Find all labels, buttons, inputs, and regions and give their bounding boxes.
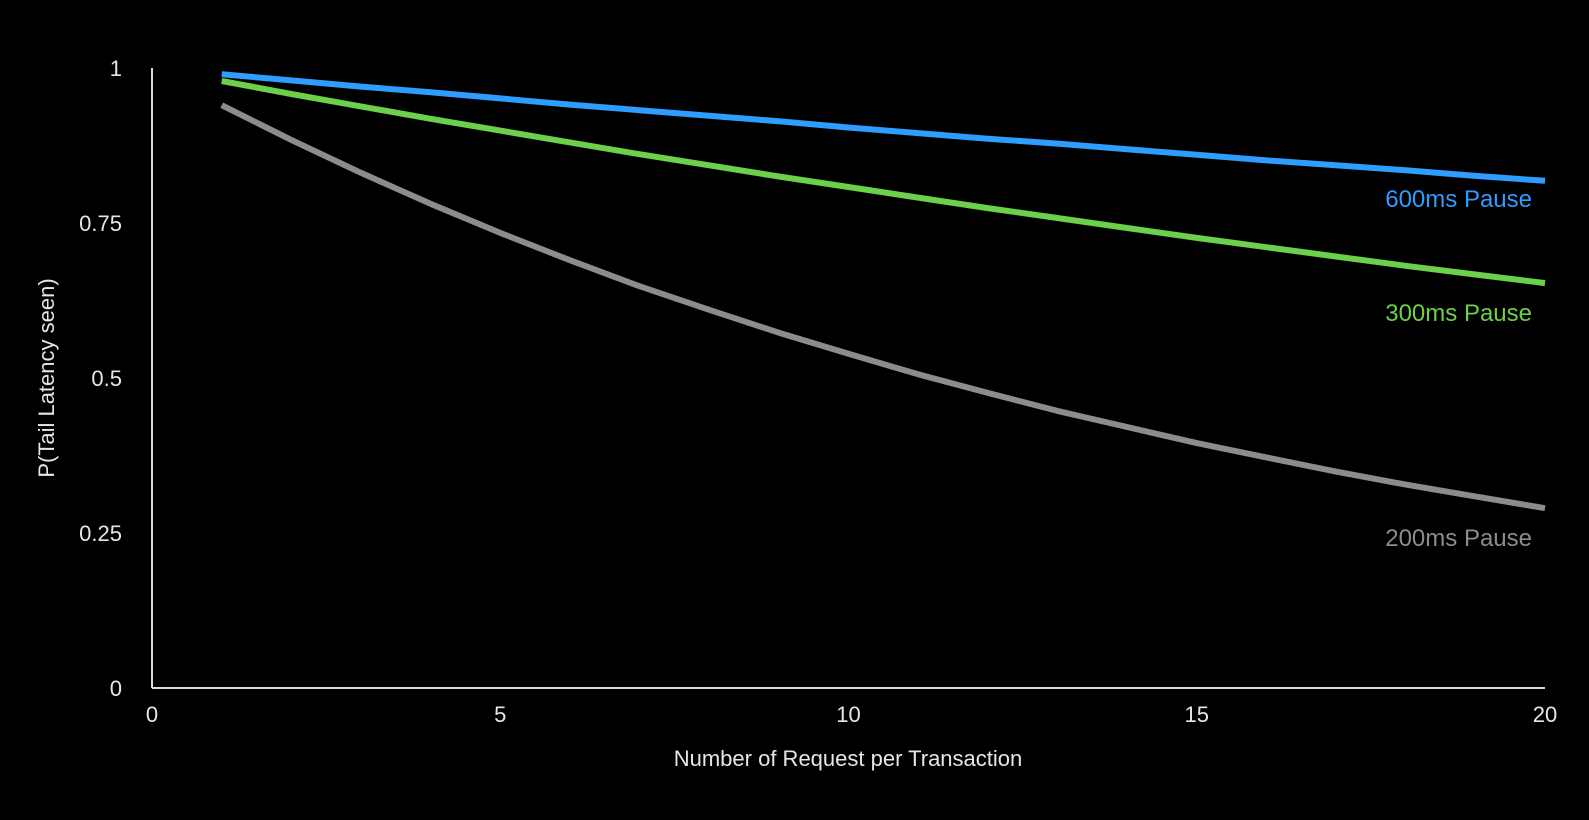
x-tick-label: 10 <box>836 702 860 727</box>
series-line-300ms-pause <box>221 78 1546 287</box>
series-label-200ms-pause: 200ms Pause <box>1385 525 1532 552</box>
x-axis-ticks: 0 5 10 15 20 <box>146 702 1557 727</box>
series-line-600ms-pause <box>221 71 1546 184</box>
series-lines <box>220 71 1546 512</box>
y-tick-label: 0.5 <box>91 366 122 391</box>
x-axis-title: Number of Request per Transaction <box>674 746 1023 771</box>
y-axis-ticks: 0 0.25 0.5 0.75 1 <box>79 56 122 701</box>
y-axis-title: P(Tail Latency seen) <box>34 278 59 477</box>
series-label-600ms-pause: 600ms Pause <box>1385 186 1532 213</box>
series-label-300ms-pause: 300ms Pause <box>1385 300 1532 327</box>
y-tick-label: 0.25 <box>79 521 122 546</box>
series-labels: 600ms Pause 300ms Pause 200ms Pause <box>1385 186 1532 552</box>
x-tick-label: 15 <box>1185 702 1209 727</box>
y-tick-label: 1 <box>110 56 122 81</box>
y-tick-label: 0 <box>110 676 122 701</box>
x-tick-label: 5 <box>494 702 506 727</box>
series-line-200ms-pause <box>220 102 1546 512</box>
y-tick-label: 0.75 <box>79 211 122 236</box>
x-tick-label: 0 <box>146 702 158 727</box>
x-tick-label: 20 <box>1533 702 1557 727</box>
